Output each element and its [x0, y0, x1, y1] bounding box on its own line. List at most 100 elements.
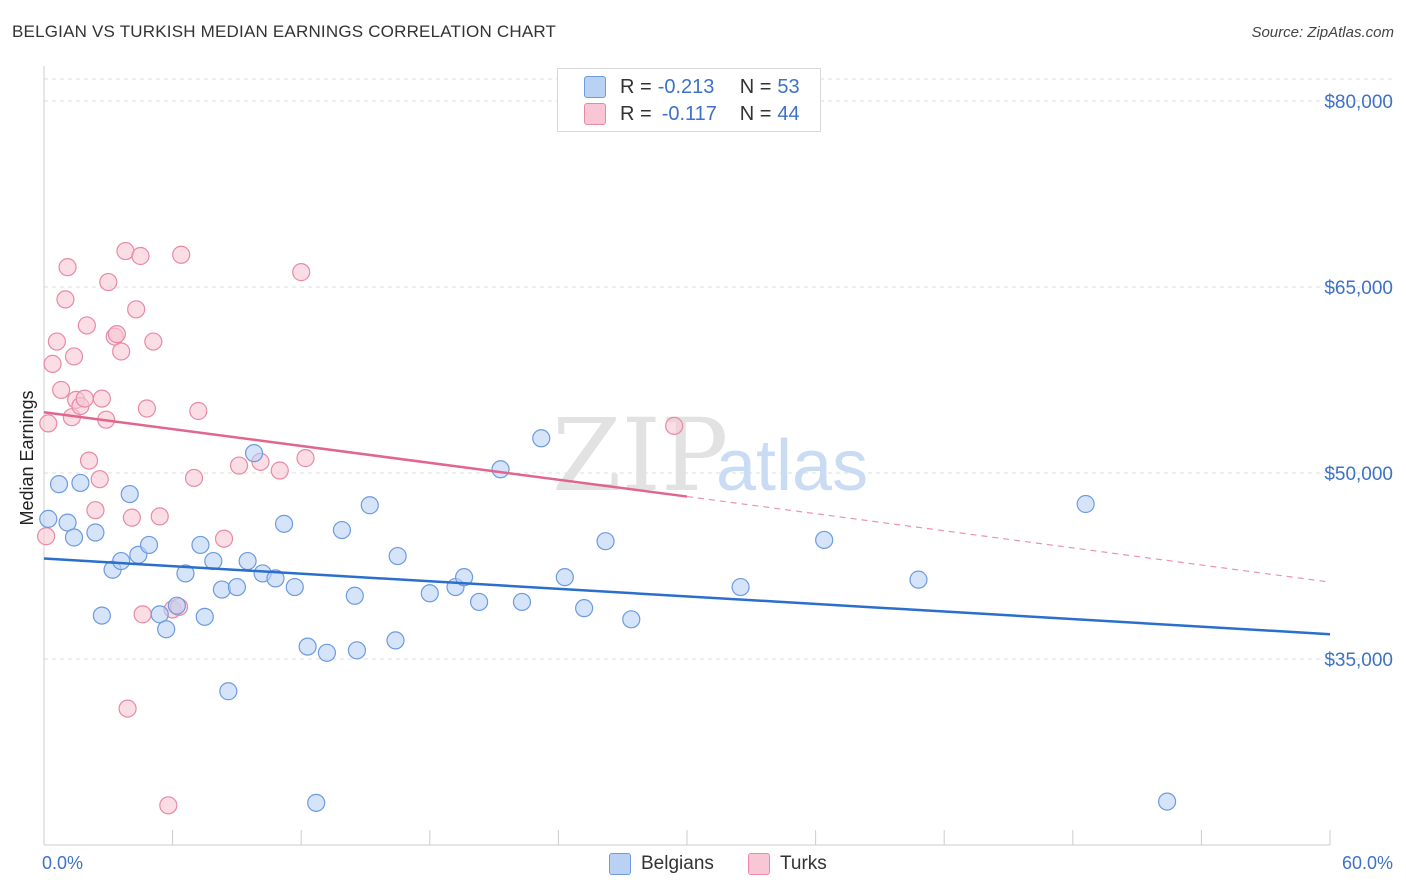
grid-lines	[44, 78, 1394, 660]
turk-point	[292, 263, 311, 282]
turks-r-label: R =	[620, 102, 652, 125]
turks-legend-swatch	[748, 853, 770, 875]
belgian-point	[238, 551, 257, 571]
turk-point	[112, 342, 131, 361]
y-tick-label: $50,000	[1324, 464, 1393, 485]
belgian-point	[219, 682, 238, 701]
belgian-point	[1158, 792, 1177, 811]
belgians-n-label: N =	[739, 75, 772, 98]
turk-point	[159, 796, 178, 815]
turk-point	[77, 316, 96, 335]
belgians-legend-swatch	[609, 853, 631, 875]
belgian-point	[139, 535, 159, 555]
belgians-legend-label: Belgians	[641, 853, 714, 874]
belgian-point	[176, 564, 195, 583]
x-tick-label-min: 0.0%	[42, 853, 83, 873]
y-tick-label: $65,000	[1324, 278, 1393, 299]
turks-swatch	[584, 103, 606, 125]
turk-point	[86, 501, 105, 520]
turk-point	[270, 461, 289, 480]
watermark: ZIP atlas	[552, 397, 868, 514]
stats-legend: R = -0.213 N = 53 R = -0.117 N = 44	[557, 68, 821, 132]
axes	[43, 66, 1331, 846]
belgian-point	[575, 599, 594, 618]
belgian-point	[86, 523, 105, 542]
belgian-point	[212, 580, 231, 599]
belgian-point	[532, 429, 551, 448]
belgians-points	[39, 429, 1177, 812]
turk-point	[99, 272, 118, 292]
turk-point	[58, 258, 77, 277]
belgians-r-value: -0.213	[657, 75, 715, 98]
turk-point	[47, 332, 66, 351]
belgian-point	[731, 577, 750, 597]
belgian-point	[596, 532, 615, 551]
watermark-zip: ZIP	[552, 397, 728, 514]
turks-points	[37, 241, 684, 815]
turk-point	[39, 414, 58, 433]
belgian-point	[244, 444, 264, 463]
belgian-point	[191, 535, 210, 555]
turk-point	[79, 451, 99, 470]
turk-point	[144, 332, 163, 351]
belgian-point	[622, 610, 641, 629]
belgian-point	[345, 586, 364, 605]
turk-point	[127, 300, 146, 319]
bottom-legend-turks: Turks	[748, 852, 827, 876]
turk-point	[122, 508, 141, 527]
turk-point	[64, 347, 84, 366]
belgian-point	[120, 484, 139, 504]
chart-source: Source: ZipAtlas.com	[1251, 24, 1394, 41]
turk-point	[92, 389, 111, 408]
belgian-point	[469, 592, 489, 612]
turk-point	[184, 468, 204, 488]
belgian-point	[332, 520, 352, 540]
watermark-atlas: atlas	[716, 426, 868, 506]
y-tick-label: $80,000	[1324, 92, 1393, 113]
chart-title: BELGIAN VS TURKISH MEDIAN EARNINGS CORRE…	[12, 22, 557, 41]
y-tick-label: $35,000	[1324, 650, 1393, 671]
trendlines	[43, 411, 1331, 636]
belgians-r-label: R =	[620, 75, 652, 98]
belgians-trendline	[43, 557, 1331, 636]
turk-point	[75, 389, 94, 408]
belgian-point	[491, 460, 510, 479]
turks-n-label: N =	[739, 102, 772, 125]
turk-point	[43, 354, 62, 373]
turks-trendline	[43, 411, 688, 498]
turk-point	[131, 246, 150, 266]
belgian-point	[274, 514, 294, 533]
belgians-n-value: 53	[777, 75, 800, 98]
belgian-point	[347, 641, 367, 660]
turk-point	[229, 456, 249, 475]
belgian-point	[167, 596, 186, 615]
turk-point	[150, 507, 169, 526]
belgian-point	[555, 568, 574, 587]
turks-r-value: -0.117	[661, 102, 717, 125]
belgian-point	[112, 551, 131, 571]
legend-row-belgians: R = -0.213 N = 53	[584, 74, 800, 100]
turk-point	[107, 325, 126, 344]
bottom-legend-belgians: Belgians	[609, 852, 714, 876]
y-axis-label: Median Earnings	[17, 390, 37, 525]
turk-point	[90, 470, 109, 489]
belgian-point	[92, 606, 111, 625]
turk-point	[52, 380, 71, 400]
belgian-point	[815, 530, 834, 550]
belgian-point	[157, 620, 176, 639]
turk-point	[133, 605, 152, 624]
turk-point	[214, 529, 234, 548]
turks-trendline-extension	[686, 495, 1331, 583]
belgian-point	[298, 637, 317, 656]
belgian-point	[307, 793, 326, 812]
belgian-point	[266, 569, 285, 588]
turks-n-value: 44	[777, 102, 800, 125]
x-tick-label-max: 60.0%	[1342, 853, 1393, 873]
belgian-point	[512, 592, 532, 612]
belgian-point	[39, 509, 58, 528]
belgian-point	[454, 568, 474, 587]
belgian-point	[388, 546, 407, 566]
belgians-swatch	[584, 76, 606, 98]
turk-point	[137, 399, 156, 418]
